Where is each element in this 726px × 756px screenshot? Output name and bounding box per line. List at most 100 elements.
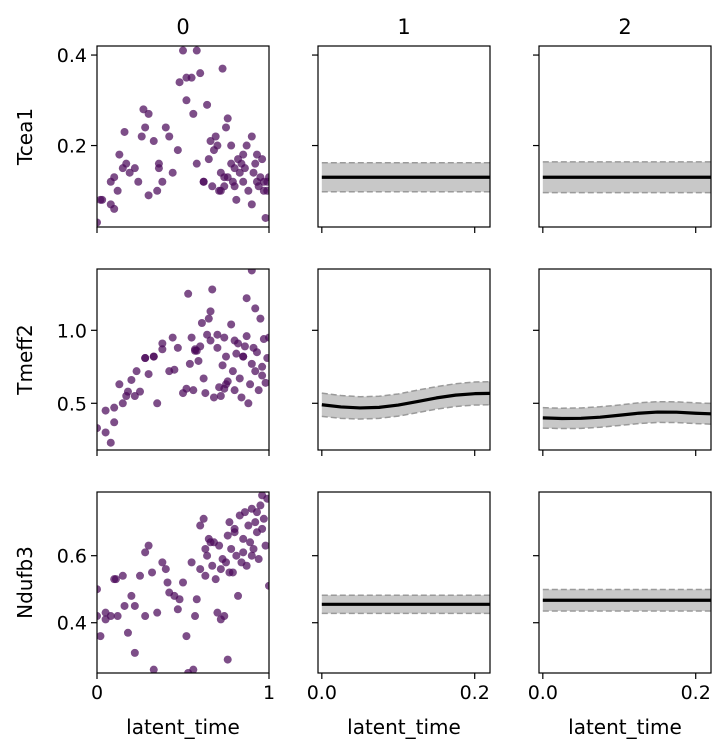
scatter-point: [251, 518, 260, 527]
scatter-point: [222, 352, 230, 361]
scatter-point: [101, 615, 110, 624]
scatter-point: [106, 177, 115, 186]
scatter-point: [220, 333, 229, 342]
scatter-point: [161, 565, 170, 574]
scatter-point: [130, 164, 139, 173]
scatter-point: [127, 591, 136, 600]
scatter-point: [144, 541, 153, 550]
scatter-point: [192, 46, 201, 55]
scatter-point: [175, 595, 184, 604]
panel-Tmeff2-2: [533, 268, 712, 456]
scatter-point: [242, 294, 251, 303]
panel-Ndufb3-2: 0.0 0.2 latent_time: [528, 491, 712, 739]
scatter-point: [144, 191, 153, 200]
scatter-point: [213, 608, 222, 617]
scatter-point: [258, 524, 267, 533]
x-tick-label: 0: [91, 682, 103, 704]
scatter-point: [118, 164, 127, 173]
scatter-point: [261, 378, 269, 387]
band-upper-edge: [321, 380, 490, 398]
scatter-point: [218, 64, 227, 73]
band-lower-edge: [542, 421, 711, 430]
scatter-point: [256, 314, 265, 323]
scatter-point: [220, 173, 229, 182]
scatter-point: [240, 508, 249, 517]
scatter-point: [225, 518, 234, 527]
scatter-point: [263, 186, 269, 195]
scatter-point: [196, 521, 205, 530]
scatter-point: [97, 632, 105, 641]
scatter-point: [118, 571, 127, 580]
scatter-point: [144, 370, 153, 379]
scatter-point: [222, 123, 230, 132]
scatter-point: [201, 571, 210, 580]
scatter-point: [239, 534, 248, 543]
axes-frame: [317, 491, 491, 674]
scatter-point: [182, 384, 191, 393]
scatter-point: [223, 531, 232, 540]
scatter-point: [113, 186, 122, 195]
scatter-point: [244, 521, 253, 530]
scatter-point: [158, 177, 167, 186]
scatter-point: [211, 132, 220, 141]
scatter-point: [237, 393, 246, 402]
scatter-point: [244, 399, 253, 408]
mean-line: [542, 410, 711, 421]
scatter-point: [252, 150, 261, 159]
scatter-point: [213, 343, 222, 352]
scatter-point: [240, 342, 249, 351]
scatter-point: [113, 612, 122, 621]
scatter-point: [228, 367, 237, 376]
scatter-point: [215, 541, 224, 550]
scatter-point: [218, 361, 227, 370]
scatter-point: [130, 648, 139, 657]
scatter-point: [204, 155, 213, 164]
y-tick-label: 0.4: [57, 45, 87, 67]
scatter-point: [222, 558, 230, 567]
y-tick-label: 0.4: [57, 613, 87, 635]
row-label-Tcea1: Tcea1: [13, 108, 37, 166]
scatter-point: [258, 492, 267, 500]
scatter-point: [252, 508, 261, 517]
scatter-point: [258, 371, 267, 380]
scatter-point: [228, 177, 237, 186]
plot-area: [97, 46, 269, 227]
scatter-point: [158, 345, 167, 354]
scatter-point: [206, 336, 215, 345]
scatter-point: [232, 195, 241, 204]
scatter-point: [187, 558, 196, 567]
scatter-point: [227, 159, 236, 168]
axes-frame: [538, 491, 712, 674]
scatter-point: [239, 548, 248, 557]
scatter-point: [154, 159, 163, 168]
scatter-point: [191, 612, 200, 621]
scatter-point: [123, 387, 132, 396]
scatter-point: [199, 177, 208, 186]
panel-Tcea1-2: [533, 45, 712, 233]
panel-Ndufb3-0: 0.4 0.6 0 1 latent_time: [57, 491, 275, 739]
x-axis-label: latent_time: [568, 715, 682, 739]
scatter-point: [251, 304, 260, 313]
plot-area: [542, 588, 711, 612]
scatter-point: [134, 177, 143, 186]
scatter-point: [182, 96, 191, 105]
scatter-point: [261, 541, 269, 550]
scatter-point: [242, 141, 251, 150]
plot-area: [321, 594, 490, 615]
scatter-point: [149, 665, 158, 673]
scatter-point: [208, 561, 217, 570]
scatter-point: [149, 137, 158, 146]
scatter-point: [201, 544, 210, 553]
scatter-point: [125, 168, 134, 177]
scatter-point: [199, 514, 208, 523]
scatter-point: [120, 601, 129, 610]
scatter-point: [247, 551, 256, 560]
x-tick-label: 1: [263, 682, 275, 704]
scatter-point: [141, 612, 150, 621]
scatter-point: [259, 514, 268, 523]
scatter-point: [230, 336, 239, 345]
panel-Tcea1-1: [312, 45, 491, 233]
scatter-point: [120, 127, 129, 136]
x-tick-label: 0.2: [460, 682, 490, 704]
